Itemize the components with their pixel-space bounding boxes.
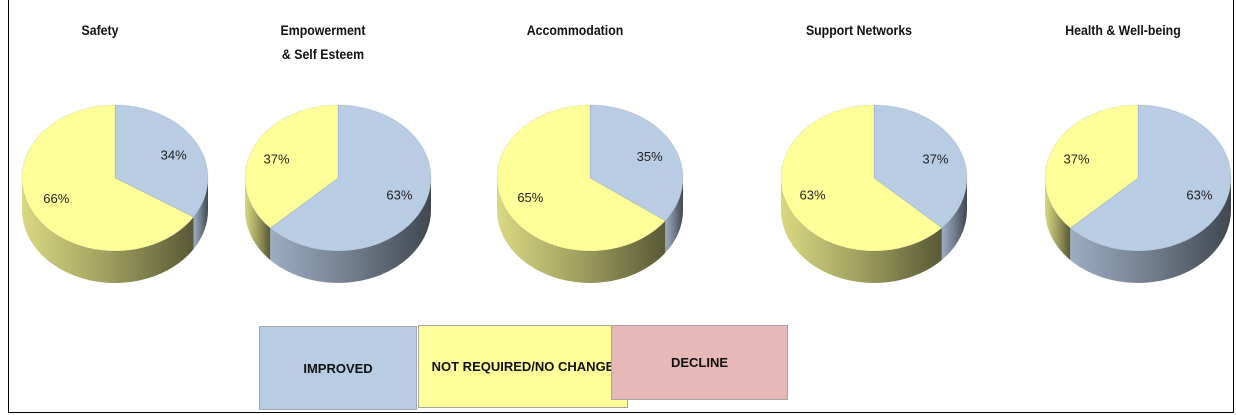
pie-slice: [114, 104, 209, 218]
data-label: 37%: [264, 151, 290, 166]
pie-slice: [496, 104, 667, 252]
chart-title: Empowerment & Self Esteem: [280, 22, 366, 62]
pie-side: [781, 178, 942, 283]
legend-item: NOT REQUIRED/NO CHANGE: [418, 325, 628, 408]
pie-side: [245, 178, 271, 260]
data-label: 37%: [1064, 151, 1090, 166]
pie-slice: [244, 104, 339, 229]
data-label: 34%: [161, 148, 187, 163]
pie-slice: [269, 104, 432, 252]
pie-slice: [780, 104, 943, 252]
pie-side: [497, 178, 666, 283]
pie-slice: [1069, 104, 1232, 252]
pie-slice: [873, 104, 968, 229]
chart-title: Health & Well-being: [1065, 22, 1181, 38]
pie-side: [941, 178, 967, 260]
chart-title: Safety: [81, 22, 119, 38]
pie-slice: [21, 104, 195, 252]
pie-slice: [589, 104, 684, 222]
data-label: 37%: [922, 151, 948, 166]
pie-side: [1045, 178, 1071, 260]
data-label: 65%: [517, 190, 543, 205]
pie-side: [22, 178, 194, 283]
pie-slice: [1044, 104, 1139, 229]
pie-side: [665, 178, 683, 253]
data-label: 63%: [1186, 187, 1212, 202]
frame: [8, 0, 1234, 413]
pie-side: [270, 178, 431, 283]
data-label: 35%: [637, 149, 663, 164]
pie-side: [193, 178, 208, 250]
data-label: 66%: [43, 191, 69, 206]
chart-title: Support Networks: [805, 22, 913, 38]
chart-title: Accommodation: [526, 22, 624, 38]
pie-side: [1070, 178, 1231, 283]
legend-item: DECLINE: [611, 325, 788, 400]
data-label: 63%: [386, 187, 412, 202]
data-label: 63%: [800, 187, 826, 202]
legend-item: IMPROVED: [259, 326, 417, 410]
